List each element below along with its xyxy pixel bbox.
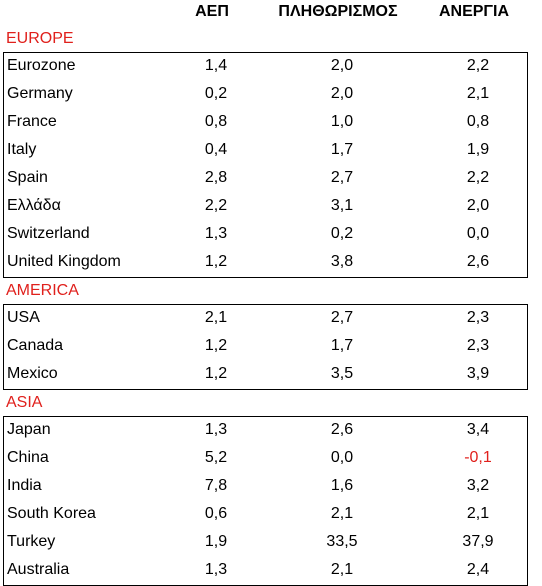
table-row: South Korea 0,6 2,1 2,1 xyxy=(4,501,527,529)
country-name: USA xyxy=(7,309,40,326)
unemployment-value: 2,1 xyxy=(466,505,490,522)
inflation-value: 2,6 xyxy=(330,421,354,438)
section-header-america: AMERICA xyxy=(0,278,542,304)
table-row: Japan 1,3 2,6 3,4 xyxy=(4,417,527,445)
table-row: Australia 1,3 2,1 2,4 xyxy=(4,557,527,585)
inflation-value: 2,0 xyxy=(330,57,354,74)
section-header-europe: EUROPE xyxy=(0,26,542,52)
country-name: South Korea xyxy=(7,505,96,522)
gdp-value: 0,2 xyxy=(204,85,228,102)
country-name: Eurozone xyxy=(7,57,76,74)
gdp-value: 7,8 xyxy=(204,477,228,494)
gdp-value: 1,4 xyxy=(204,57,228,74)
country-name: Germany xyxy=(7,85,73,102)
inflation-value: 33,5 xyxy=(326,533,358,550)
inflation-value: 2,1 xyxy=(330,561,354,578)
column-header-gdp: ΑΕΠ xyxy=(195,3,229,20)
section-label: EUROPE xyxy=(6,30,74,47)
section-label: ASIA xyxy=(6,394,43,411)
table-row: Eurozone 1,4 2,0 2,2 xyxy=(4,53,527,81)
country-name: Switzerland xyxy=(7,225,90,242)
section-box-asia: Japan 1,3 2,6 3,4 China 5,2 0,0 -0,1 India 7,8 1,6… xyxy=(3,416,528,586)
unemployment-value: 3,4 xyxy=(466,421,490,438)
country-name: Turkey xyxy=(7,533,56,550)
gdp-value: 1,2 xyxy=(204,253,228,270)
gdp-value: 0,6 xyxy=(204,505,228,522)
country-name: Mexico xyxy=(7,365,58,382)
inflation-value: 3,8 xyxy=(330,253,354,270)
inflation-value: 3,5 xyxy=(330,365,354,382)
section-label: AMERICA xyxy=(6,282,79,299)
country-name: United Kingdom xyxy=(7,253,121,270)
inflation-value: 1,0 xyxy=(330,113,354,130)
country-name: Australia xyxy=(7,561,70,578)
section-header-asia: ASIA xyxy=(0,390,542,416)
table-row: China 5,2 0,0 -0,1 xyxy=(4,445,527,473)
unemployment-value: 3,2 xyxy=(466,477,490,494)
gdp-value: 1,2 xyxy=(204,365,228,382)
unemployment-value: 2,4 xyxy=(466,561,490,578)
table-row: Italy 0,4 1,7 1,9 xyxy=(4,137,527,165)
table-row: Spain 2,8 2,7 2,2 xyxy=(4,165,527,193)
table-row: India 7,8 1,6 3,2 xyxy=(4,473,527,501)
unemployment-value: 2,6 xyxy=(466,253,490,270)
table-row: Germany 0,2 2,0 2,1 xyxy=(4,81,527,109)
column-header-row: ΑΕΠ ΠΛΗΘΩΡΙΣΜΟΣ ΑΝΕΡΓΙΑ xyxy=(0,0,542,25)
unemployment-value: 2,3 xyxy=(466,337,490,354)
unemployment-value: 1,9 xyxy=(466,141,490,158)
country-name: Japan xyxy=(7,421,51,438)
table-row: USA 2,1 2,7 2,3 xyxy=(4,305,527,333)
table-row: Ελλάδα 2,2 3,1 2,0 xyxy=(4,193,527,221)
unemployment-value: 2,1 xyxy=(466,85,490,102)
inflation-value: 2,1 xyxy=(330,505,354,522)
country-name: Ελλάδα xyxy=(7,197,61,214)
gdp-value: 0,4 xyxy=(204,141,228,158)
unemployment-value: 2,0 xyxy=(466,197,490,214)
inflation-value: 1,7 xyxy=(330,337,354,354)
table-row: United Kingdom 1,2 3,8 2,6 xyxy=(4,249,527,277)
gdp-value: 1,3 xyxy=(204,561,228,578)
table-row: France 0,8 1,0 0,8 xyxy=(4,109,527,137)
inflation-value: 0,2 xyxy=(330,225,354,242)
gdp-value: 1,3 xyxy=(204,421,228,438)
inflation-value: 3,1 xyxy=(330,197,354,214)
unemployment-value: 2,3 xyxy=(466,309,490,326)
gdp-value: 0,8 xyxy=(204,113,228,130)
inflation-value: 0,0 xyxy=(330,449,354,466)
country-name: Italy xyxy=(7,141,37,158)
gdp-value: 2,8 xyxy=(204,169,228,186)
inflation-value: 2,0 xyxy=(330,85,354,102)
unemployment-value: 2,2 xyxy=(466,169,490,186)
unemployment-value: 37,9 xyxy=(462,533,494,550)
gdp-value: 2,1 xyxy=(204,309,228,326)
gdp-value: 1,9 xyxy=(204,533,228,550)
unemployment-value: 0,0 xyxy=(466,225,490,242)
country-name: France xyxy=(7,113,57,130)
inflation-value: 2,7 xyxy=(330,169,354,186)
country-name: Spain xyxy=(7,169,48,186)
gdp-value: 1,2 xyxy=(204,337,228,354)
section-box-europe: Eurozone 1,4 2,0 2,2 Germany 0,2 2,0 2,1 France 0… xyxy=(3,52,528,278)
country-name: Canada xyxy=(7,337,64,354)
gdp-value: 5,2 xyxy=(204,449,228,466)
inflation-value: 1,6 xyxy=(330,477,354,494)
table-row: Mexico 1,2 3,5 3,9 xyxy=(4,361,527,389)
table-row: Turkey 1,9 33,5 37,9 xyxy=(4,529,527,557)
country-name: India xyxy=(7,477,42,494)
inflation-value: 2,7 xyxy=(330,309,354,326)
unemployment-value: 3,9 xyxy=(466,365,490,382)
inflation-value: 1,7 xyxy=(330,141,354,158)
column-header-inflation: ΠΛΗΘΩΡΙΣΜΟΣ xyxy=(278,3,398,20)
country-name: China xyxy=(7,449,49,466)
unemployment-value: 0,8 xyxy=(466,113,490,130)
table-row: Canada 1,2 1,7 2,3 xyxy=(4,333,527,361)
column-header-unemployment: ΑΝΕΡΓΙΑ xyxy=(438,3,510,20)
unemployment-value: 2,2 xyxy=(466,57,490,74)
table-row: Switzerland 1,3 0,2 0,0 xyxy=(4,221,527,249)
unemployment-value: -0,1 xyxy=(464,449,492,466)
gdp-value: 1,3 xyxy=(204,225,228,242)
section-box-america: USA 2,1 2,7 2,3 Canada 1,2 1,7 2,3 Mexico 1,2 3,5 3… xyxy=(3,304,528,390)
gdp-value: 2,2 xyxy=(204,197,228,214)
